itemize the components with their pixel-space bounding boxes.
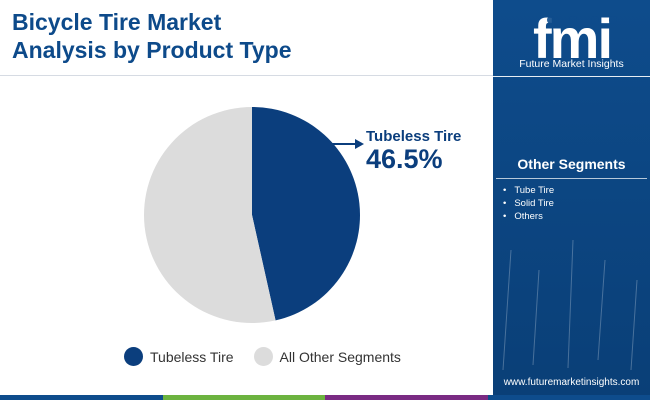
pie-slices bbox=[144, 107, 361, 323]
legend-label-other: All Other Segments bbox=[279, 348, 401, 365]
other-segments-divider bbox=[496, 178, 647, 179]
other-segment-item: Others bbox=[503, 210, 554, 223]
other-segments-title: Other Segments bbox=[517, 156, 626, 172]
legend-item-other: All Other Segments bbox=[253, 347, 401, 366]
other-segments-list: Tube Tire Solid Tire Others bbox=[503, 184, 554, 223]
title-line-1: Bicycle Tire Market bbox=[12, 9, 222, 35]
legend-item-tubeless: Tubeless Tire bbox=[124, 347, 234, 366]
callout-label: Tubeless Tire bbox=[366, 128, 461, 145]
bottom-bar-segment bbox=[325, 395, 488, 400]
other-segment-item: Solid Tire bbox=[503, 197, 554, 210]
panel-texture bbox=[502, 239, 638, 370]
title-divider bbox=[0, 75, 493, 76]
other-segment-item: Tube Tire bbox=[503, 184, 554, 197]
legend-label-tubeless: Tubeless Tire bbox=[150, 348, 234, 365]
legend-swatch-other bbox=[253, 347, 273, 366]
legend-swatch-tubeless bbox=[124, 347, 143, 366]
website-url[interactable]: www.futuremarketinsights.com bbox=[503, 377, 640, 388]
side-panel: fmi Future Market Insights Other Segment… bbox=[493, 0, 650, 395]
bottom-bar-segment bbox=[162, 395, 325, 400]
bottom-bar-segment bbox=[487, 395, 650, 400]
pie-chart: Tubeless Tire 46.5% bbox=[144, 107, 461, 323]
pie-slice-all-other-segments bbox=[144, 107, 276, 323]
bottom-bar-segment bbox=[0, 395, 163, 400]
fmi-logo: fmi bbox=[533, 7, 617, 70]
chart-title: Bicycle Tire Market Analysis by Product T… bbox=[12, 8, 291, 64]
callout-arrow bbox=[332, 139, 364, 149]
legend: Tubeless Tire All Other Segments bbox=[124, 347, 421, 366]
logo-subtitle: Future Market Insights bbox=[519, 58, 624, 70]
bottom-color-bar bbox=[0, 395, 650, 400]
panel-divider bbox=[493, 76, 650, 77]
title-line-2: Analysis by Product Type bbox=[12, 37, 292, 63]
callout-value: 46.5% bbox=[366, 144, 443, 174]
pie-slice-tubeless-tire bbox=[252, 107, 361, 321]
